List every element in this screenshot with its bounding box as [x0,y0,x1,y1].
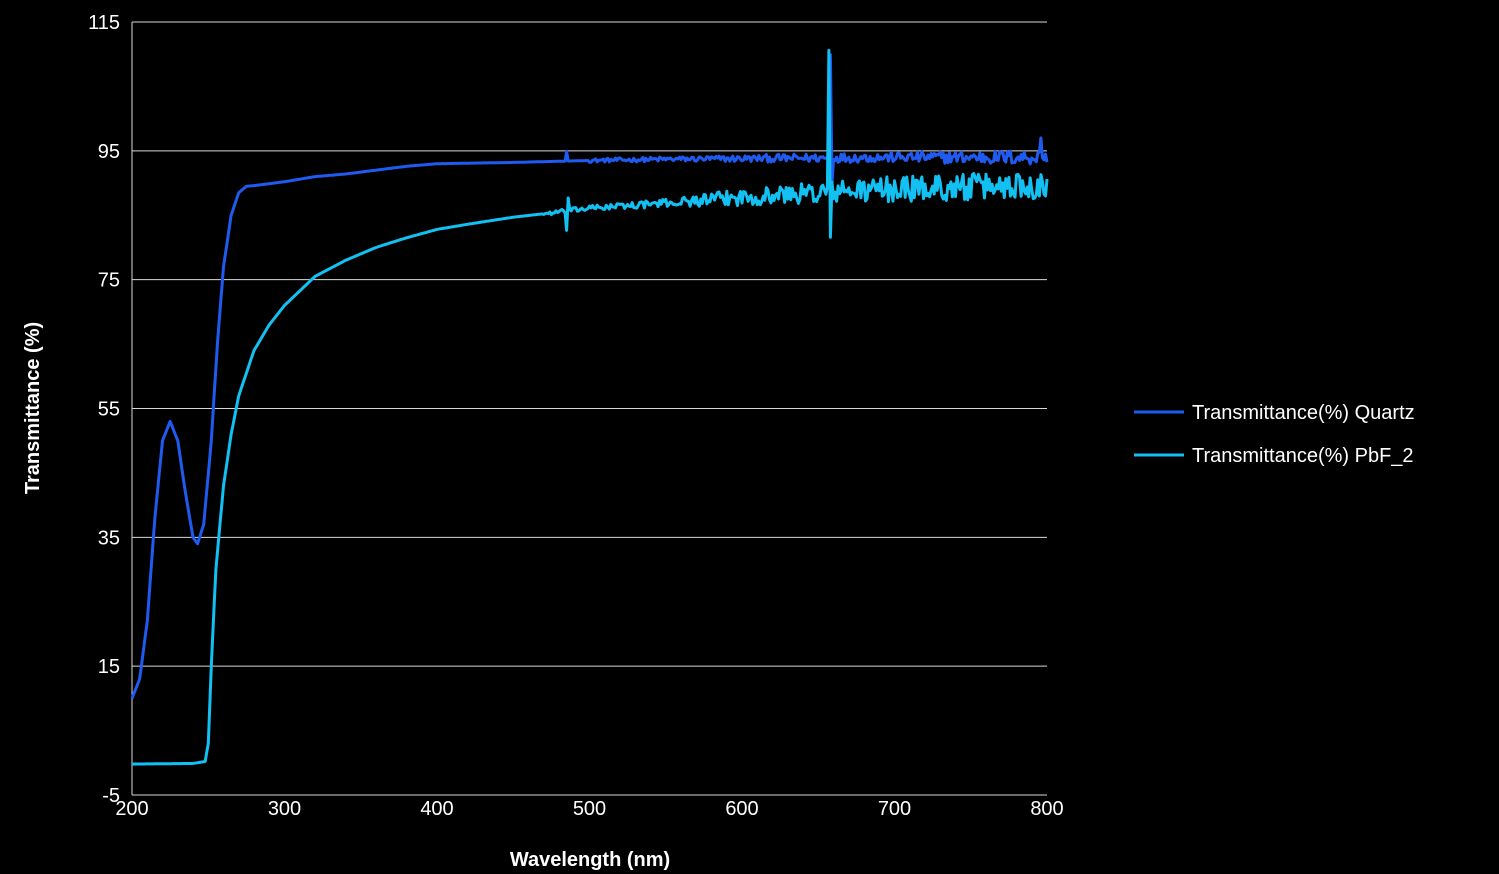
x-tick-label: 800 [1030,798,1063,820]
y-tick-label: 95 [98,141,120,163]
legend-label: Transmittance(%) PbF_2 [1192,445,1414,467]
x-tick-label: 400 [420,798,453,820]
legend-label: Transmittance(%) Quartz [1192,402,1415,424]
x-tick-label: 500 [573,798,606,820]
y-tick-label: 55 [98,399,120,421]
x-axis-ticks: 200 300 400 500 600 700 800 [115,798,1063,820]
y-tick-label: 35 [98,527,120,549]
y-tick-label: 15 [98,656,120,678]
y-axis-ticks: -5 15 35 55 75 95 115 [88,12,120,807]
y-tick-label: 75 [98,270,120,292]
y-axis-title: Transmittance (%) [22,322,44,494]
legend: Transmittance(%) Quartz Transmittance(%) … [1134,402,1415,467]
x-tick-label: 300 [268,798,301,820]
y-tick-label: 115 [88,12,120,34]
x-axis-title: Wavelength (nm) [510,849,670,871]
x-tick-label: 200 [115,798,148,820]
series-lines [130,48,1049,766]
x-tick-label: 600 [725,798,758,820]
x-tick-label: 700 [878,798,911,820]
gridlines [131,21,1047,796]
series-line-pbf2 [132,48,1049,766]
series-line-quartz [130,53,1049,699]
y-tick-label: -5 [102,785,120,807]
